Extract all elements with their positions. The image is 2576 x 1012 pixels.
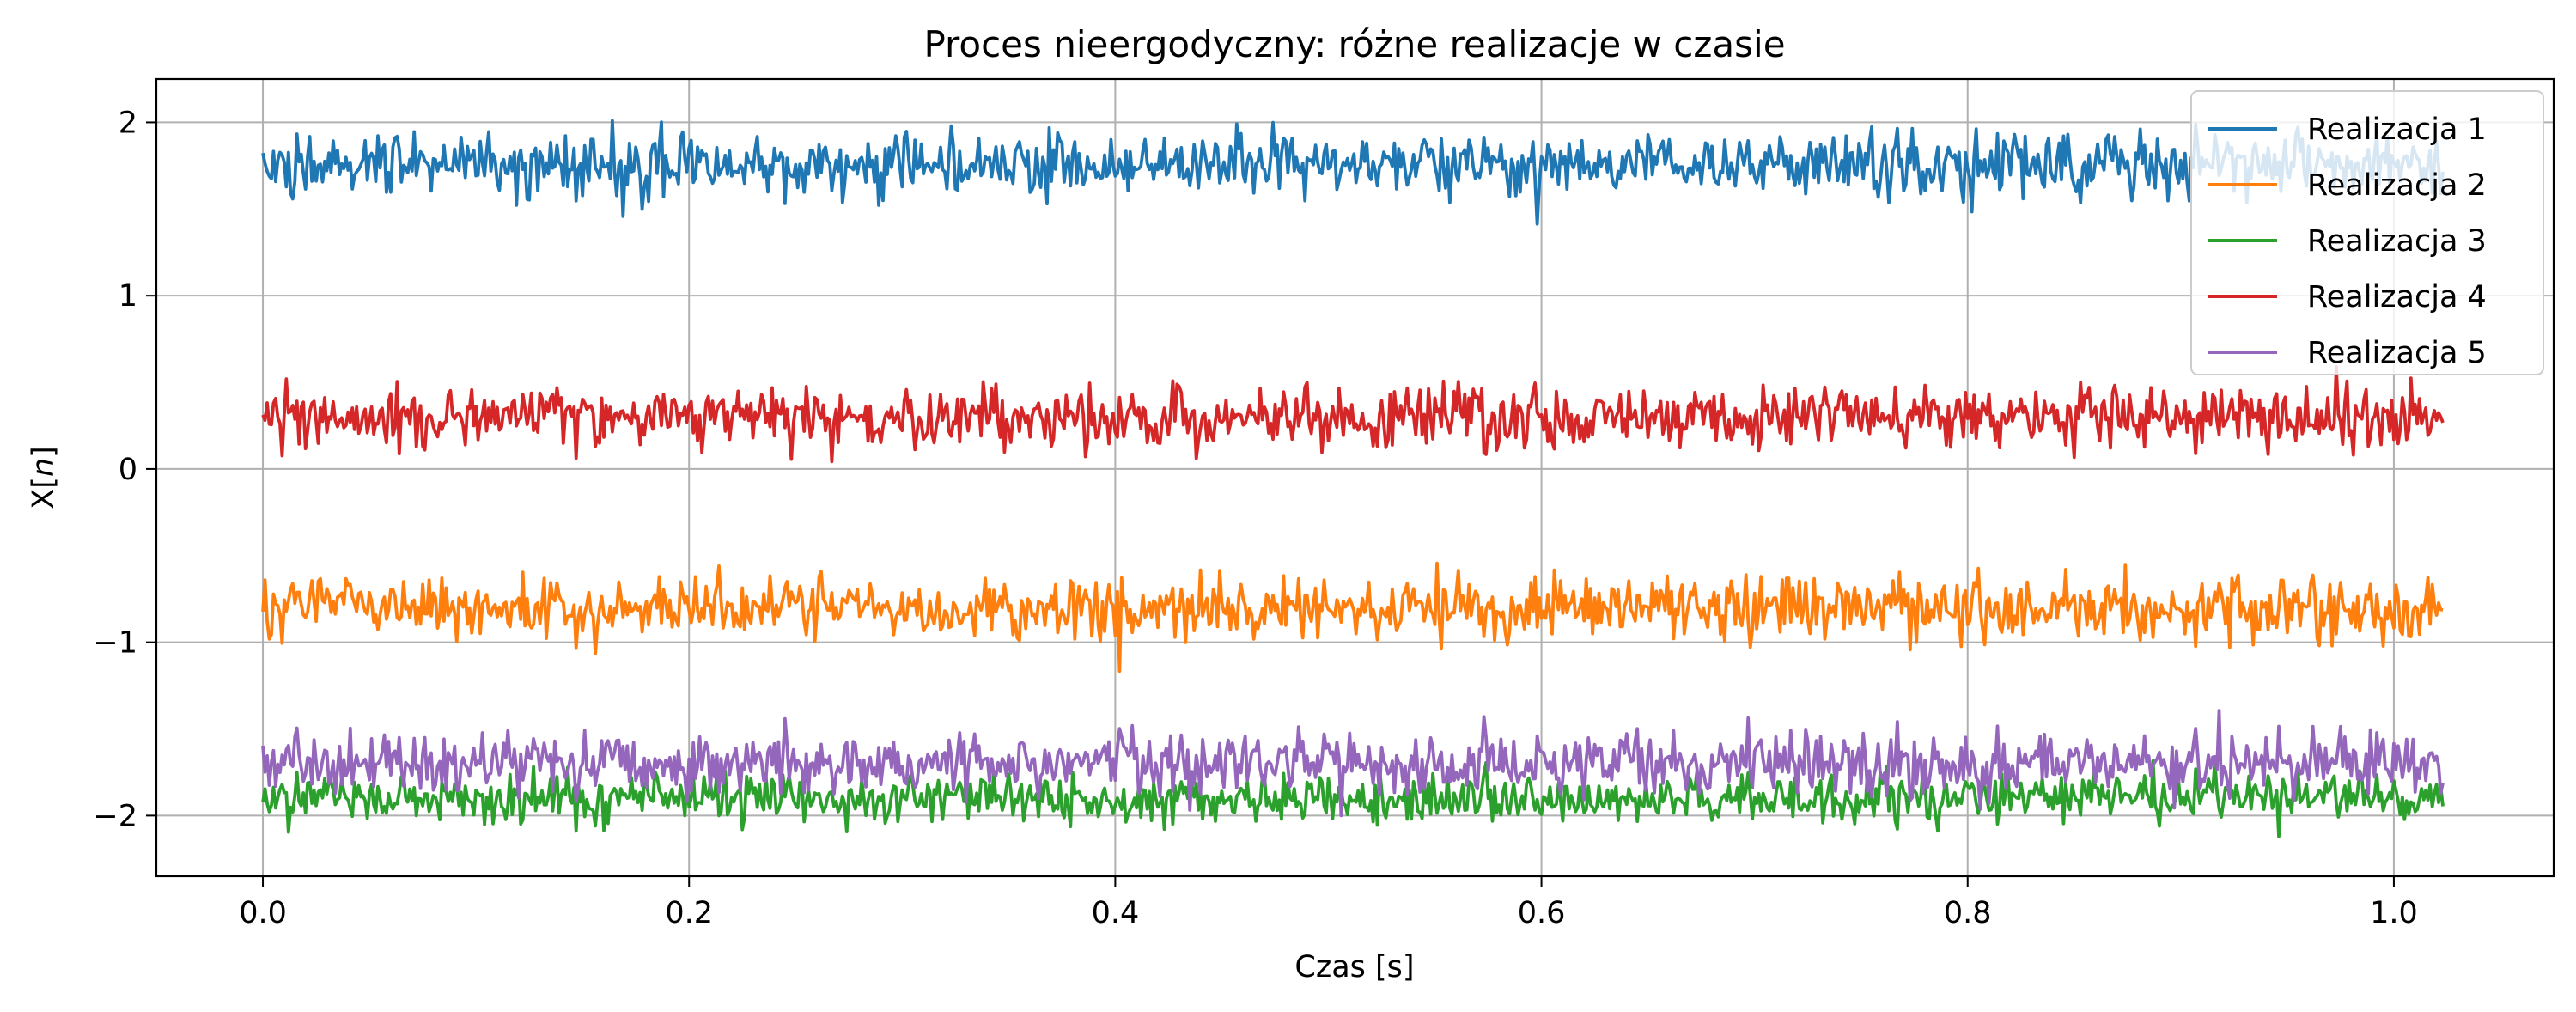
y-tick-label: 0 (119, 453, 137, 487)
y-axis-title-base: X[ (27, 477, 61, 509)
y-tick-label: 1 (119, 279, 137, 314)
y-axis-title-italic: n (27, 458, 61, 477)
y-axis-title: X[n] (27, 446, 61, 509)
series-line-4 (261, 365, 2445, 464)
y-axis-title-close: ] (27, 446, 61, 458)
plot-frame (155, 77, 2555, 878)
y-tick-label: −2 (93, 799, 137, 833)
series-line-2 (261, 561, 2444, 674)
series-line-1 (261, 119, 2445, 226)
legend-label-2: Realizacja 2 (2307, 168, 2487, 203)
legend-label-1: Realizacja 1 (2307, 113, 2487, 147)
legend-label-4: Realizacja 4 (2307, 280, 2487, 314)
legend-label-5: Realizacja 5 (2307, 336, 2487, 370)
x-axis-title: Czas [s] (1294, 950, 1414, 985)
x-tick-label: 0.6 (1518, 896, 1566, 930)
x-tick-label: 0.0 (239, 896, 287, 930)
legend: Realizacja 1 Realizacja 2 Realizacja 3 Real… (2190, 90, 2544, 375)
legend-box (2190, 90, 2544, 375)
series-line-3 (261, 759, 2445, 838)
x-tick-label: 0.4 (1092, 896, 1140, 930)
y-tick-label: 2 (119, 106, 137, 140)
series-lines (261, 119, 2445, 838)
series-line-5 (261, 709, 2445, 818)
y-tick-label: −1 (93, 626, 137, 661)
x-tick-label: 0.2 (665, 896, 713, 930)
ticks: 0.0 0.2 0.4 0.6 0.8 1.0 −2 −1 0 1 2 (93, 106, 2417, 930)
chart-title: Proces nieergodyczny: różne realizacje w… (923, 23, 1785, 65)
x-tick-label: 1.0 (2370, 896, 2418, 930)
legend-label-3: Realizacja 3 (2307, 224, 2487, 259)
x-tick-label: 0.8 (1944, 896, 1992, 930)
